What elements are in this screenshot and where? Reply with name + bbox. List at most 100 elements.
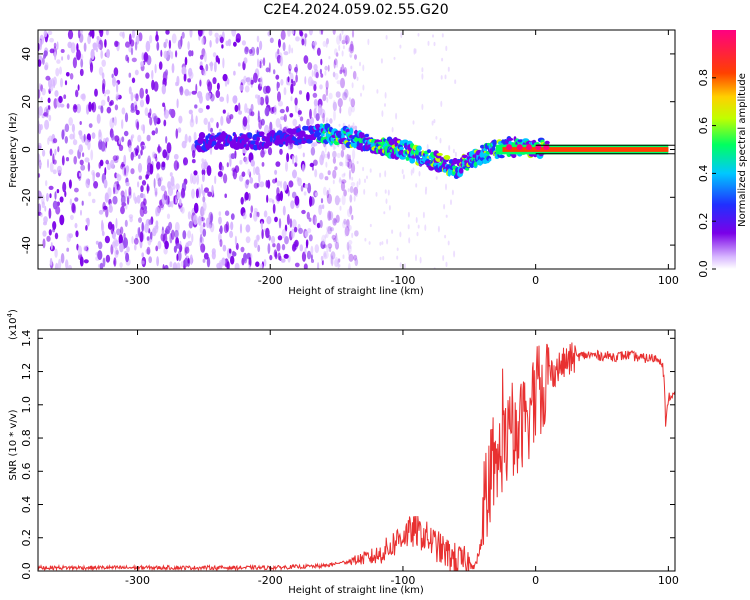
spectrogram-noise-speckle	[104, 192, 109, 203]
spectrogram-noise-speckle	[119, 242, 124, 253]
spectrogram-noise-speckle	[165, 225, 171, 235]
spectrogram-noise-speckle	[300, 185, 304, 192]
spectrogram-noise-speckle	[148, 256, 152, 264]
spectrogram-noise-speckle	[118, 234, 124, 245]
spectrogram-noise-speckle	[279, 108, 285, 114]
spectrogram-noise-speckle	[450, 199, 452, 206]
spectrogram-noise-speckle	[187, 78, 192, 83]
spectrogram-noise-speckle	[165, 136, 168, 144]
spectrogram-noise-speckle	[119, 262, 123, 268]
spectrogram-noise-speckle	[295, 74, 298, 83]
spectrogram-noise-speckle	[349, 245, 352, 250]
spectrogram-noise-speckle	[137, 181, 140, 188]
spectrogram-noise-speckle	[385, 198, 388, 204]
spectrogram-noise-speckle	[354, 54, 357, 60]
spectrogram-signal-blob	[364, 133, 369, 138]
spectrogram-noise-speckle	[101, 59, 106, 67]
spectrogram-noise-speckle	[153, 115, 159, 123]
spectrogram-noise-speckle	[224, 210, 230, 216]
spectrogram-noise-speckle	[350, 105, 355, 113]
spectrogram-noise-speckle	[399, 231, 402, 238]
spectrogram-noise-speckle	[54, 191, 57, 200]
spectrogram-noise-speckle	[338, 197, 341, 203]
spectrogram-noise-speckle	[193, 170, 198, 176]
spectrogram-noise-speckle	[98, 209, 104, 215]
spectrogram-noise-speckle	[359, 61, 361, 67]
spectrogram-noise-speckle	[175, 243, 181, 249]
spectrogram-noise-speckle	[67, 264, 72, 269]
spectrogram-noise-speckle	[218, 128, 222, 134]
spectrogram-noise-speckle	[141, 252, 144, 258]
spectrogram-noise-speckle	[349, 205, 353, 215]
spectrogram-signal-blob	[544, 140, 550, 145]
spectrogram-noise-speckle	[67, 54, 70, 61]
spectrogram-noise-speckle	[433, 41, 436, 47]
spectrogram-noise-speckle	[255, 166, 260, 176]
spectrogram-noise-speckle	[329, 118, 333, 124]
spectrogram-noise-speckle	[151, 130, 156, 136]
spectrogram-noise-speckle	[333, 171, 336, 175]
spectrogram-noise-speckle	[424, 189, 427, 195]
spectrogram-noise-speckle	[200, 183, 203, 194]
spectrogram-noise-speckle	[335, 91, 341, 98]
spectrogram-noise-speckle	[166, 213, 171, 220]
spectrogram-noise-speckle	[54, 232, 59, 240]
spectrogram-noise-speckle	[279, 55, 284, 67]
spectrogram-noise-speckle	[298, 227, 303, 234]
spectrogram-tone-peak	[526, 144, 532, 151]
spectrogram-noise-speckle	[38, 173, 41, 178]
spectrogram-noise-speckle	[62, 181, 67, 193]
spectrogram-noise-speckle	[320, 240, 326, 250]
spectrogram-noise-speckle	[112, 155, 118, 161]
spectrogram-noise-speckle	[98, 162, 102, 169]
snr-y-tick-label: 1.4	[20, 330, 33, 348]
spectrogram-signal-blob	[198, 132, 206, 139]
spectrogram-noise-speckle	[229, 114, 234, 120]
spectrogram-noise-speckle	[320, 255, 324, 262]
spectrogram-noise-speckle	[113, 186, 116, 195]
spectrogram-noise-speckle	[42, 230, 47, 237]
spectrogram-noise-speckle	[128, 186, 132, 196]
spectrogram-noise-speckle	[248, 264, 251, 269]
spectrogram-noise-speckle	[353, 195, 356, 202]
spectrogram-noise-speckle	[45, 192, 49, 202]
spectrogram-noise-speckle	[54, 51, 57, 61]
spectrogram-noise-speckle	[355, 259, 358, 263]
spectrogram-y-tick-label: 20	[20, 95, 33, 109]
spectrogram-noise-speckle	[126, 195, 130, 205]
spectrogram-noise-speckle	[356, 76, 359, 82]
spectrogram-noise-speckle	[80, 58, 84, 68]
spectrogram-noise-speckle	[39, 39, 42, 51]
spectrogram-noise-speckle	[335, 232, 338, 244]
spectrogram-x-axis-title: Height of straight line (km)	[288, 286, 424, 297]
spectrogram-noise-speckle	[160, 185, 166, 192]
spectrogram-noise-speckle	[318, 204, 322, 216]
spectrogram-noise-speckle	[145, 72, 150, 79]
spectrogram-noise-speckle	[336, 152, 341, 159]
spectrogram-noise-speckle	[63, 94, 67, 99]
spectrogram-x-ticks: -300 -200 -100 0 100	[125, 30, 679, 287]
spectrogram-noise-speckle	[187, 240, 193, 246]
spectrogram-noise-speckle	[107, 95, 110, 103]
spectrogram-noise-speckle	[53, 42, 57, 48]
spectrogram-noise-speckle	[349, 186, 354, 194]
spectrogram-noise-speckle	[247, 123, 250, 132]
spectrogram-noise-speckle	[241, 40, 246, 46]
colorbar-gradient	[712, 30, 736, 269]
spectrogram-noise-speckle	[193, 214, 198, 225]
spectrogram-noise-speckle	[286, 152, 290, 163]
spectrogram-noise-speckle	[366, 175, 368, 180]
spectrogram-noise-speckle	[336, 80, 342, 85]
spectrogram-noise-speckle	[334, 256, 339, 267]
spectrogram-noise-speckle	[104, 39, 107, 48]
spectrogram-noise-speckle	[49, 148, 53, 157]
spectrogram-noise-speckle	[417, 33, 420, 37]
spectrogram-noise-speckle	[116, 228, 121, 236]
spectrogram-noise-speckle	[138, 154, 141, 159]
spectrogram-noise-speckle	[274, 169, 278, 175]
spectrogram-noise-speckle	[85, 178, 90, 189]
spectrogram-noise-speckle	[174, 229, 179, 239]
spectrogram-noise-speckle	[277, 235, 283, 241]
spectrogram-noise-speckle	[256, 46, 260, 56]
